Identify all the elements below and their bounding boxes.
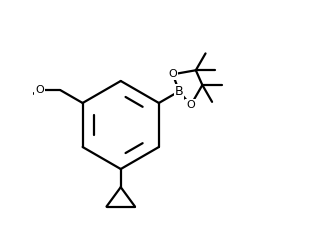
Text: O: O xyxy=(169,69,177,79)
Text: B: B xyxy=(175,85,183,98)
Text: O: O xyxy=(35,85,44,95)
Text: O: O xyxy=(186,100,195,110)
